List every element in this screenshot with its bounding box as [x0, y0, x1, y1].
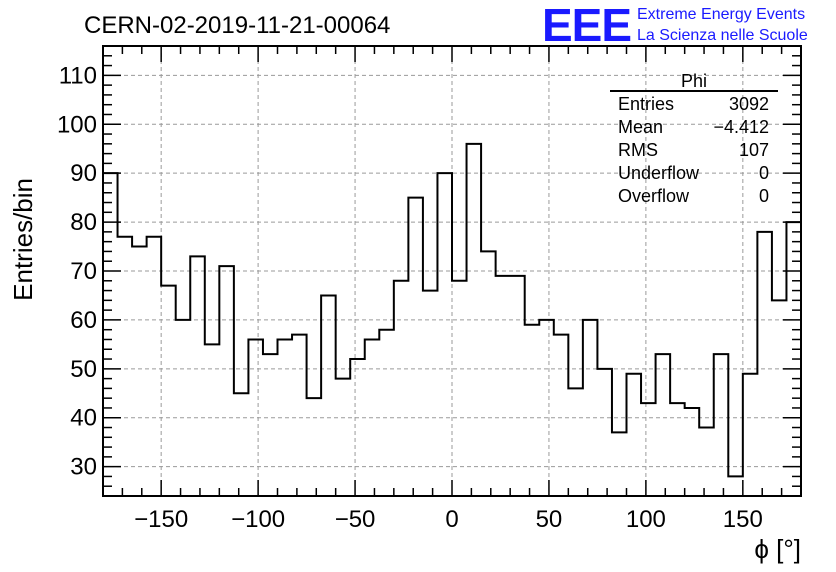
histogram-bin	[423, 291, 438, 496]
stats-value-entries: 3092	[729, 94, 769, 114]
histogram-bin	[699, 428, 714, 496]
y-tick-label: 70	[70, 258, 97, 285]
histogram-bin	[147, 237, 162, 496]
histogram-bin	[728, 476, 743, 496]
y-tick-label: 50	[70, 356, 97, 383]
histogram-bin	[656, 354, 671, 496]
y-axis-title: Entries/bin	[8, 178, 38, 301]
histogram-outline	[102, 142, 802, 496]
histogram-bin	[452, 281, 467, 496]
stats-value-underflow: 0	[759, 163, 769, 183]
histogram-bin	[176, 320, 191, 496]
y-tick-label: 60	[70, 307, 97, 334]
histogram-bin	[627, 374, 642, 496]
histogram-bin	[641, 403, 656, 496]
stats-label-mean: Mean	[618, 117, 663, 137]
y-tick-label: 110	[59, 62, 97, 89]
histogram-bin	[190, 256, 205, 496]
run-title: CERN-02-2019-11-21-00064	[84, 12, 390, 39]
logo-line-2: La Scienza nelle Scuole	[637, 27, 808, 44]
x-tick-label: 150	[723, 506, 763, 533]
histogram-bin	[132, 247, 147, 496]
y-tick-label: 90	[70, 160, 97, 187]
x-tick-label: −100	[231, 506, 285, 533]
histogram-bin	[118, 237, 133, 496]
histogram-bin	[292, 335, 307, 496]
histogram-bin	[219, 266, 234, 496]
stats-value-mean: −4.412	[713, 117, 769, 137]
stats-value-rms: 107	[739, 140, 769, 160]
histogram-bin	[161, 286, 176, 496]
x-tick-label: 100	[626, 506, 666, 533]
histogram-bin	[379, 330, 394, 496]
x-tick-label: −150	[134, 506, 188, 533]
histogram-bin	[408, 198, 423, 496]
histogram-bin	[321, 295, 336, 496]
histogram-bin	[539, 320, 554, 496]
logo-mark: EEE	[542, 0, 631, 51]
stats-label-rms: RMS	[618, 140, 658, 160]
histogram-bin	[394, 281, 409, 496]
y-tick-labels: 30 40 50 60 70 80 90 100 110	[57, 62, 97, 480]
stats-value-overflow: 0	[759, 186, 769, 206]
histogram-bin	[597, 369, 612, 496]
x-tick-label: 0	[445, 506, 458, 533]
histogram-bin	[554, 335, 569, 496]
stats-title: Phi	[681, 71, 707, 91]
histogram-bin	[583, 320, 598, 496]
histogram-bin	[685, 408, 700, 496]
logo-line-1: Extreme Energy Events	[637, 6, 805, 23]
x-tick-label: 50	[536, 506, 563, 533]
histogram-bin	[205, 344, 220, 496]
x-tick-labels: −150 −100 −50 0 50 100 150	[134, 506, 763, 533]
histogram-bin	[234, 393, 249, 496]
y-tick-label: 100	[57, 111, 97, 138]
stats-box: Phi Entries 3092 Mean −4.412 RMS 107 Und…	[610, 71, 778, 206]
x-tick-label: −50	[335, 506, 376, 533]
histogram-bin	[263, 354, 278, 496]
stats-label-underflow: Underflow	[618, 163, 700, 183]
eee-logo: EEE Extreme Energy Events La Scienza nel…	[542, 0, 808, 51]
histogram-bin	[612, 432, 627, 496]
histogram-bin	[481, 251, 496, 496]
x-axis-title: ϕ [°]	[754, 534, 801, 564]
histogram-bin	[307, 398, 322, 496]
histogram-bin	[510, 276, 525, 496]
histogram-bin	[714, 354, 729, 496]
stats-label-overflow: Overflow	[618, 186, 690, 206]
histogram-bin	[350, 359, 365, 496]
y-tick-label: 80	[70, 209, 97, 236]
axis-ticks	[102, 45, 802, 497]
y-tick-label: 30	[70, 454, 97, 481]
histogram-bin	[496, 276, 511, 496]
histogram-bin	[525, 325, 540, 496]
y-tick-label: 40	[70, 405, 97, 432]
histogram-bin	[568, 388, 583, 496]
histogram-bin	[336, 379, 351, 496]
stats-label-entries: Entries	[618, 94, 674, 114]
histogram-bin	[670, 403, 685, 496]
histogram-bin	[743, 374, 758, 496]
